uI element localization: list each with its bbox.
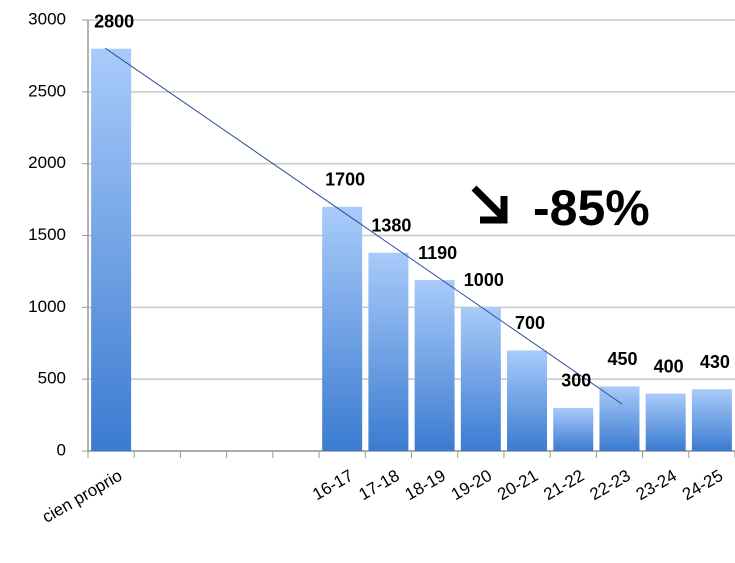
value-label: 300 — [561, 371, 591, 391]
annotation: -85% — [533, 180, 650, 236]
y-tick-label: 1500 — [28, 225, 66, 244]
y-tick-label: 3000 — [28, 9, 66, 28]
x-tick-label: 21-22 — [540, 466, 587, 504]
bar — [599, 386, 640, 451]
trend-arrow — [471, 185, 508, 224]
bar — [507, 350, 548, 451]
y-tick-label: 2000 — [28, 153, 66, 172]
bar — [322, 206, 363, 451]
y-tick-label: 0 — [57, 440, 66, 459]
value-label: 450 — [607, 349, 637, 369]
x-tick-label: 22-23 — [587, 466, 634, 504]
x-tick-label: 18-19 — [402, 466, 449, 504]
bar — [91, 48, 132, 451]
y-tick-label: 500 — [38, 369, 66, 388]
x-tick-label: 20-21 — [494, 466, 541, 504]
x-tick-label: 19-20 — [448, 466, 495, 504]
value-label: 1700 — [325, 170, 365, 190]
x-tick-label: 24-25 — [679, 466, 726, 504]
value-label: 1380 — [371, 215, 411, 235]
y-tick-label: 2500 — [28, 81, 66, 100]
x-tick-label: cien proprio — [39, 466, 125, 527]
x-tick-label: 17-18 — [355, 466, 402, 504]
bar — [553, 407, 594, 451]
value-label: 1000 — [464, 270, 504, 290]
bar — [460, 307, 501, 451]
value-label: 400 — [654, 356, 684, 376]
x-tick-label: 23-24 — [633, 466, 680, 504]
bar — [691, 389, 732, 451]
trend-line — [104, 47, 623, 405]
y-tick-label: 1000 — [28, 297, 66, 316]
bar — [645, 393, 686, 451]
bar — [368, 252, 409, 451]
value-label: 1190 — [418, 243, 457, 263]
x-tick-label: 16-17 — [309, 466, 356, 504]
value-label: 700 — [515, 313, 545, 333]
value-label: 430 — [700, 352, 730, 372]
bar — [414, 280, 455, 451]
value-label: 2800 — [94, 11, 134, 31]
bars — [91, 48, 732, 451]
